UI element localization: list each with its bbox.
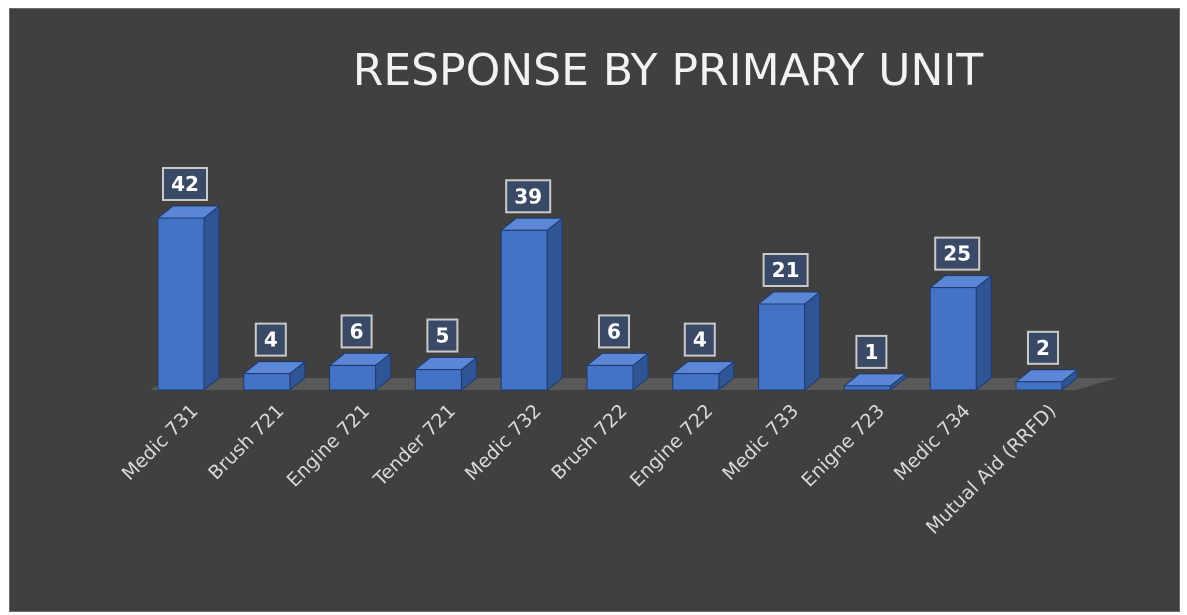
bar-8	[757, 290, 822, 392]
data-label-box-9	[855, 334, 888, 369]
data-label-text-5: 39	[514, 184, 542, 208]
data-label-text-4: 5	[435, 324, 449, 348]
data-label-text-8: 21	[772, 258, 800, 282]
data-label-text-3: 6	[350, 319, 364, 343]
data-label-box-4	[426, 318, 459, 353]
data-label-6: 6	[598, 314, 630, 349]
bars-layer	[156, 204, 1079, 392]
bar-front-4	[414, 369, 462, 391]
bar-11	[1014, 368, 1079, 392]
data-label-11: 2	[1027, 330, 1059, 365]
category-label-3: Engine 721	[283, 400, 375, 492]
data-label-box-6	[598, 314, 630, 349]
bar-front-10	[929, 287, 977, 391]
data-label-8: 21	[762, 253, 809, 287]
bar-front-6	[586, 364, 634, 391]
category-label-1: Medic 731	[118, 400, 203, 485]
data-label-2: 4	[254, 322, 287, 357]
data-label-text-11: 2	[1036, 336, 1050, 360]
bar-3	[328, 352, 393, 392]
data-label-box-8	[762, 253, 809, 287]
bar-front-3	[329, 364, 377, 391]
bar-6	[585, 352, 650, 392]
data-label-1: 42	[162, 167, 208, 201]
data-label-box-1	[162, 167, 208, 201]
data-label-7: 4	[683, 322, 716, 357]
data-label-text-6: 6	[607, 319, 621, 343]
data-label-3: 6	[340, 314, 373, 349]
category-label-7: Engine 722	[626, 400, 718, 492]
data-label-box-7	[683, 322, 716, 357]
data-label-5: 39	[505, 179, 552, 214]
bar-4	[413, 356, 478, 392]
data-label-text-10: 25	[943, 242, 971, 266]
data-label-box-3	[340, 314, 373, 349]
data-label-text-2: 4	[264, 328, 278, 352]
bar-front-8	[758, 303, 806, 391]
bar-side-10	[975, 274, 992, 392]
category-label-8: Medic 733	[718, 400, 803, 485]
bar-front-9	[843, 385, 891, 391]
data-label-10: 25	[934, 236, 981, 271]
bar-5	[499, 217, 564, 392]
bar-1	[156, 204, 221, 392]
bar-front-2	[243, 373, 291, 391]
category-label-6: Brush 722	[547, 400, 631, 484]
data-label-text-7: 4	[693, 328, 707, 352]
bar-10	[928, 274, 993, 392]
chart-area: RESPONSE BY PRIMARY UNIT 42 4 6 5 39 6 4 21 1 25 2…	[9, 8, 1180, 612]
bar-front-7	[672, 373, 720, 391]
bar-side-8	[804, 290, 821, 392]
data-labels-layer: 42 4 6 5 39 6 4 21 1 25 2	[162, 167, 1059, 369]
chart-title: RESPONSE BY PRIMARY UNIT	[353, 45, 984, 96]
data-label-9: 1	[855, 334, 888, 369]
data-label-text-9: 1	[864, 340, 878, 364]
bar-front-1	[157, 217, 205, 391]
category-label-5: Medic 732	[461, 400, 546, 485]
bar-side-5	[546, 217, 563, 392]
bar-front-11	[1015, 381, 1063, 391]
data-label-box-2	[254, 322, 287, 357]
bar-7	[671, 360, 736, 392]
data-label-box-11	[1027, 330, 1059, 365]
data-label-4: 5	[426, 318, 459, 353]
data-label-box-10	[934, 236, 981, 271]
data-label-text-1: 42	[171, 172, 199, 196]
category-label-2: Brush 721	[204, 400, 288, 484]
data-label-box-5	[505, 179, 552, 214]
category-label-9: Enigne 723	[797, 400, 889, 492]
category-label-10: Medic 734	[890, 400, 975, 485]
bar-front-5	[500, 229, 548, 391]
bar-2	[242, 360, 307, 392]
bar-chart: RESPONSE BY PRIMARY UNIT 42 4 6 5 39 6 4 21 1 25 2…	[118, 45, 1117, 539]
bar-9	[842, 372, 907, 392]
category-label-4: Tender 721	[369, 400, 460, 491]
bar-side-1	[203, 204, 220, 392]
